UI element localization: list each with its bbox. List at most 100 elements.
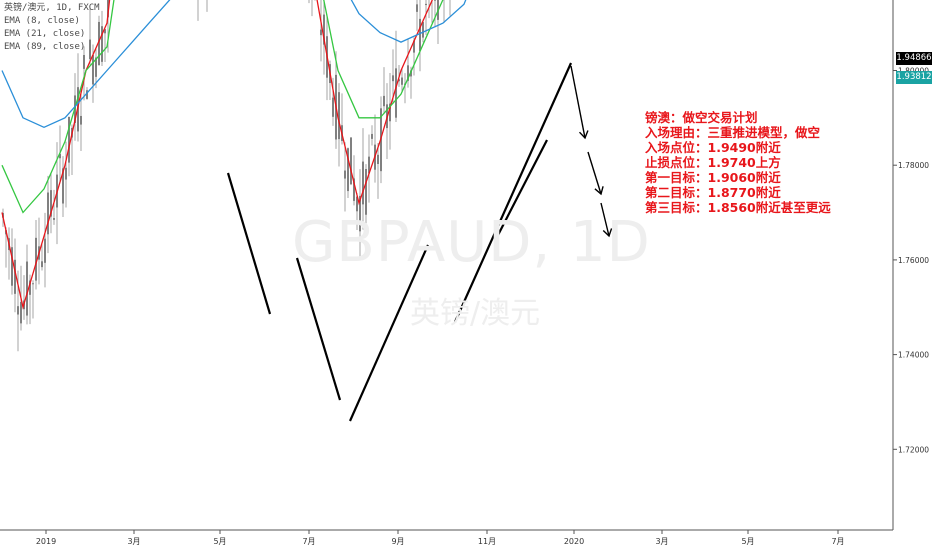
drawing-up-trendline-2: [453, 62, 573, 323]
candle-body: [344, 170, 346, 179]
candle-body: [104, 29, 106, 34]
candle-body: [26, 261, 28, 316]
ema89-line: [1, 0, 467, 129]
candle-body: [356, 196, 358, 212]
candle-body: [65, 167, 67, 180]
watermark-symbol: GBPAUD, 1D: [292, 210, 651, 275]
x-tick-label: 7月: [831, 537, 844, 546]
trend-drawings: [226, 62, 613, 422]
candle-body: [41, 261, 43, 268]
candle-body: [47, 192, 49, 235]
candle-body: [50, 190, 52, 217]
candle-body: [359, 195, 361, 232]
candle-body: [101, 26, 103, 62]
candle-body: [14, 259, 16, 294]
time-axis-ticks: 2019 3月 5月 7月 9月 11月 2020 3月 5月 7月: [36, 530, 845, 546]
plan-target-3: 第三目标：1.8560附近甚至更远: [645, 200, 831, 215]
candle-body: [407, 65, 409, 81]
candle-body: [371, 133, 373, 139]
candle-body: [425, 3, 427, 6]
chart-legend: 英镑/澳元, 1D, FXCM EMA (8, close) EMA (21, …: [4, 2, 100, 54]
candle-body: [368, 156, 370, 174]
last-price-tag: 1.93812: [896, 71, 932, 84]
candle-body: [362, 161, 364, 205]
candle-body: [347, 148, 349, 192]
y-tick-label: 1.72000: [898, 445, 929, 454]
candle-body: [44, 238, 46, 263]
ema21-label[interactable]: EMA (21, close): [4, 29, 86, 39]
ema8-line: [1, 0, 433, 310]
ema8-label[interactable]: EMA (8, close): [4, 16, 80, 26]
x-tick-label: 7月: [302, 537, 315, 546]
x-tick-label: 2019: [36, 537, 56, 546]
ema89-label[interactable]: EMA (89, close): [4, 42, 86, 52]
candle-body: [377, 154, 379, 164]
candle-body: [338, 92, 340, 140]
candle-body: [86, 90, 88, 99]
candle-body: [92, 55, 94, 85]
projection-arrow-1: [570, 65, 586, 139]
ema21-line: [1, 0, 444, 214]
candle-body: [320, 29, 322, 36]
candle-body: [323, 14, 325, 45]
drawing-down-leg-1: [226, 172, 272, 315]
candle-body: [29, 280, 31, 295]
candle-body: [35, 237, 37, 281]
candle-body: [20, 301, 22, 324]
candle-body: [410, 70, 412, 77]
candle-body: [416, 4, 418, 12]
candle-body: [83, 55, 85, 69]
candle-body: [350, 137, 352, 185]
x-tick-label: 2020: [564, 537, 584, 546]
x-tick-label: 9月: [391, 537, 404, 546]
drawing-up-trendline-3: [496, 139, 548, 238]
candle-body: [383, 95, 385, 107]
candle-body: [53, 218, 55, 220]
ema-lines: [1, 0, 467, 310]
candle-body: [68, 116, 70, 163]
candle-body: [62, 168, 64, 204]
candle-body: [413, 40, 415, 53]
candle-body: [401, 77, 403, 85]
x-tick-label: 3月: [655, 537, 668, 546]
candle-body: [422, 22, 424, 38]
resistance-price-tag: 1.94866: [896, 52, 932, 65]
watermark-name: 英镑/澳元: [410, 296, 541, 331]
candle-body: [98, 21, 100, 66]
candle-body: [392, 75, 394, 82]
candle-body: [17, 306, 19, 315]
plan-reason: 入场理由：三重推进模型，做空: [645, 125, 821, 140]
x-tick-label: 3月: [127, 537, 140, 546]
candle-body: [80, 115, 82, 125]
candle-body: [398, 79, 400, 82]
candle-body: [353, 178, 355, 201]
projection-arrow-2: [587, 151, 602, 195]
candle-body: [11, 247, 13, 286]
symbol-title[interactable]: 英镑/澳元, 1D, FXCM: [4, 3, 100, 13]
projection-arrow-3-head: [602, 228, 613, 238]
projection-arrow-1-head: [578, 130, 589, 140]
candle-body: [59, 153, 61, 159]
y-tick-label: 1.76000: [898, 256, 929, 265]
y-tick-label: 1.74000: [898, 351, 929, 360]
plan-target-2: 第二目标：1.8770附近: [645, 185, 781, 200]
y-tick-label: 1.78000: [898, 161, 929, 170]
plan-stop: 止损点位：1.9740上方: [645, 155, 781, 170]
candle-body: [389, 103, 391, 122]
candle-body: [419, 18, 421, 52]
drawing-up-trendline-1: [348, 244, 430, 422]
plan-title: 镑澳：做空交易计划: [645, 110, 758, 125]
candle-body: [89, 39, 91, 60]
projection-arrow-2-head: [594, 186, 604, 196]
plan-target-1: 第一目标：1.9060附近: [645, 170, 781, 185]
plan-entry: 入场点位：1.9490附近: [645, 140, 781, 155]
x-tick-label: 5月: [741, 537, 754, 546]
trade-plan: 镑澳：做空交易计划 入场理由：三重推进模型，做空 入场点位：1.9490附近 止…: [645, 110, 831, 215]
candle-body: [434, 0, 436, 1]
x-tick-label: 5月: [213, 537, 226, 546]
candle-body: [32, 283, 34, 285]
projection-arrow-3: [600, 202, 610, 237]
candle-body: [365, 169, 367, 215]
